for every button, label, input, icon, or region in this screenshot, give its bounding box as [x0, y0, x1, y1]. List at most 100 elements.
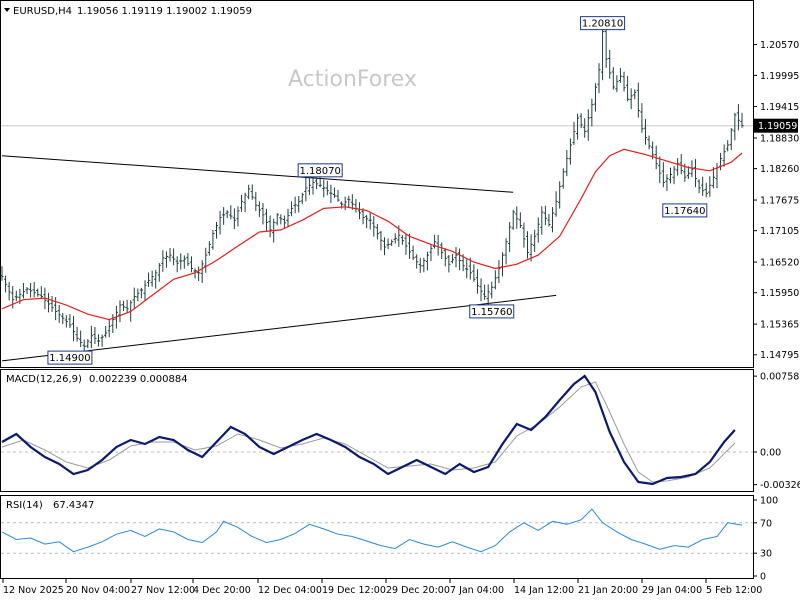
price-bar — [89, 325, 93, 349]
price-bar — [447, 254, 451, 273]
price-bar — [629, 88, 633, 110]
price-tick-label: 1.19415 — [760, 102, 799, 113]
price-bar — [575, 113, 580, 140]
price-bar — [550, 207, 555, 233]
price-tick-label: 1.16520 — [760, 258, 799, 269]
price-bar — [740, 112, 744, 128]
price-bar — [146, 272, 151, 287]
price-bar — [239, 194, 244, 212]
price-bar — [382, 237, 387, 256]
dropdown-arrow-icon[interactable] — [4, 8, 10, 12]
price-bar — [679, 153, 683, 175]
price-bar — [139, 287, 144, 299]
price-bar — [268, 215, 272, 238]
price-bar — [661, 162, 665, 188]
macd-panel — [0, 369, 754, 492]
price-bar — [275, 213, 279, 226]
price-bar — [604, 26, 608, 68]
price-bar — [125, 299, 129, 313]
price-bar — [686, 166, 690, 180]
price-bar — [111, 314, 115, 333]
price-bar — [79, 330, 83, 347]
price-bar — [300, 192, 304, 205]
rsi-tick-label: 70 — [760, 518, 772, 529]
price-bar — [3, 275, 8, 293]
price-bar — [214, 221, 219, 239]
price-bar — [429, 244, 433, 262]
price-tick-label: 1.17105 — [760, 226, 799, 237]
ma-line — [1, 148, 743, 321]
price-bar — [558, 181, 562, 209]
price-bar — [222, 207, 226, 225]
price-bar — [372, 216, 376, 237]
price-bar — [633, 89, 637, 100]
price-bar — [357, 202, 362, 220]
price-bar — [186, 253, 190, 266]
time-tick-label: 21 Jan 20:00 — [578, 585, 638, 596]
price-bar — [407, 233, 412, 259]
price-bar — [561, 168, 565, 189]
price-bar — [704, 182, 708, 198]
time-tick-label: 29 Jan 04:00 — [642, 585, 702, 596]
price-annotation: 1.20810 — [580, 16, 626, 31]
price-bar — [197, 266, 201, 282]
price-bar — [28, 283, 33, 298]
price-bar — [411, 245, 415, 261]
price-bar — [490, 281, 494, 299]
price-bar — [322, 179, 326, 198]
price-bar — [643, 118, 648, 145]
price-bar — [154, 269, 158, 289]
trendline — [1, 155, 514, 193]
annotation-label: 1.20810 — [582, 19, 623, 30]
time-tick-label: 4 Dec 20:00 — [193, 585, 251, 596]
ohlc-label: 1.19056 1.19119 1.19002 1.19059 — [77, 6, 252, 17]
price-bar — [68, 313, 72, 329]
annotation-label: 1.14900 — [49, 353, 90, 364]
price-bar — [647, 135, 651, 150]
time-tick-label: 12 Nov 2025 — [3, 585, 64, 596]
macd-indicator: MACD(12,26,9) 0.002239 0.000884 0.007585… — [1, 372, 800, 491]
price-bar — [136, 288, 140, 302]
price-bar — [282, 215, 287, 229]
trendline — [1, 294, 557, 362]
price-annotation: 1.18070 — [297, 163, 343, 178]
price-bar — [729, 128, 733, 151]
price-bar — [46, 292, 51, 313]
price-bar — [611, 67, 615, 90]
macd-main-line — [1, 374, 736, 486]
price-bar — [332, 187, 337, 198]
price-bar — [386, 238, 390, 250]
price-bar — [450, 254, 455, 264]
price-bar — [365, 214, 369, 229]
rsi-tick-label: 0 — [760, 572, 766, 583]
time-tick-label: 7 Jan 04:00 — [450, 585, 504, 596]
rsi-title: RSI(14) — [6, 500, 43, 511]
time-tick-label: 19 Dec 12:00 — [322, 585, 386, 596]
main-panel — [0, 0, 754, 368]
price-bar — [418, 257, 422, 273]
price-bar — [529, 234, 533, 262]
price-bar — [547, 213, 551, 227]
macd-tick-label: 0.007585 — [760, 372, 800, 383]
time-tick-label: 12 Dec 04:00 — [258, 585, 322, 596]
price-bar — [618, 68, 623, 83]
price-bar — [150, 270, 154, 287]
trendlines — [1, 155, 557, 362]
annotation-box — [47, 350, 93, 365]
price-bar — [465, 259, 469, 279]
price-bar — [289, 201, 294, 217]
price-bar — [486, 284, 490, 308]
price-bar — [50, 295, 54, 312]
price-bar — [164, 251, 169, 268]
price-bar — [672, 165, 676, 185]
price-bar — [0, 266, 4, 281]
price-bar — [54, 297, 58, 321]
price-annotations: 1.20810 1.18070 1.17640 1.15760 1.14900 — [47, 16, 708, 365]
price-bar — [32, 281, 36, 298]
price-bar — [708, 176, 712, 197]
price-bar — [361, 208, 365, 225]
price-bar — [518, 212, 522, 229]
price-bar — [590, 98, 594, 127]
price-bar — [157, 263, 161, 282]
